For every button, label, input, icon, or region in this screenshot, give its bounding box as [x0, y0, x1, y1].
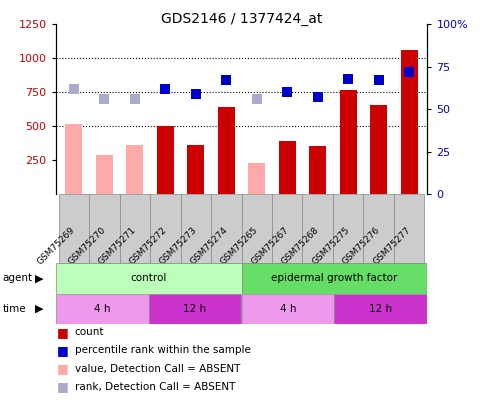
Text: agent: agent [2, 273, 32, 283]
Text: GSM75268: GSM75268 [280, 226, 321, 267]
Text: ■: ■ [57, 380, 69, 393]
Text: ■: ■ [57, 344, 69, 357]
Bar [211, 194, 242, 263]
Point [192, 91, 199, 97]
Bar [218, 107, 235, 194]
Bar [363, 194, 394, 263]
Bar [242, 263, 427, 294]
Bar [248, 163, 265, 194]
Bar [56, 263, 242, 294]
Bar [279, 141, 296, 194]
Point [100, 96, 108, 102]
Point [314, 94, 322, 101]
Bar [302, 194, 333, 263]
Bar [96, 155, 113, 194]
Point [161, 86, 169, 92]
Point [253, 96, 261, 102]
Bar [333, 194, 363, 263]
Text: GSM75273: GSM75273 [158, 226, 199, 267]
Bar [149, 294, 242, 324]
Text: GSM75276: GSM75276 [341, 226, 382, 267]
Text: time: time [2, 304, 26, 314]
Bar [242, 194, 272, 263]
Bar [127, 145, 143, 194]
Bar [89, 194, 120, 263]
Text: GSM75277: GSM75277 [371, 226, 412, 267]
Text: percentile rank within the sample: percentile rank within the sample [75, 345, 251, 355]
Bar [120, 194, 150, 263]
Point [344, 75, 352, 82]
Text: GSM75270: GSM75270 [66, 226, 108, 267]
Text: epidermal growth factor: epidermal growth factor [271, 273, 398, 283]
Point [375, 77, 383, 84]
Text: count: count [75, 327, 104, 337]
Bar [58, 194, 89, 263]
Point [70, 86, 78, 92]
Text: rank, Detection Call = ABSENT: rank, Detection Call = ABSENT [75, 382, 235, 392]
Text: ▶: ▶ [35, 304, 43, 314]
Bar [334, 294, 427, 324]
Text: GSM75267: GSM75267 [249, 226, 290, 267]
Bar [157, 126, 174, 194]
Text: ▶: ▶ [35, 273, 43, 283]
Point [222, 77, 230, 84]
Text: GSM75265: GSM75265 [219, 226, 260, 267]
Point [405, 69, 413, 75]
Text: 4 h: 4 h [280, 304, 296, 314]
Bar [272, 194, 302, 263]
Bar [309, 146, 326, 194]
Text: 12 h: 12 h [184, 304, 207, 314]
Bar [66, 124, 82, 194]
Text: ■: ■ [57, 326, 69, 339]
Bar [187, 145, 204, 194]
Text: 4 h: 4 h [94, 304, 110, 314]
Bar [401, 50, 417, 194]
Point [284, 89, 291, 96]
Text: GSM75275: GSM75275 [310, 226, 351, 267]
Bar [150, 194, 181, 263]
Text: control: control [130, 273, 167, 283]
Text: ■: ■ [57, 362, 69, 375]
Bar [242, 294, 334, 324]
Bar [340, 90, 356, 194]
Text: GSM75274: GSM75274 [188, 226, 229, 266]
Point [131, 96, 139, 102]
Bar [394, 194, 425, 263]
Text: value, Detection Call = ABSENT: value, Detection Call = ABSENT [75, 364, 240, 373]
Bar [181, 194, 211, 263]
Text: 12 h: 12 h [369, 304, 393, 314]
Text: GSM75269: GSM75269 [36, 226, 77, 267]
Text: GDS2146 / 1377424_at: GDS2146 / 1377424_at [161, 12, 322, 26]
Bar [56, 294, 149, 324]
Text: GSM75271: GSM75271 [97, 226, 138, 267]
Bar [370, 104, 387, 194]
Text: GSM75272: GSM75272 [128, 226, 169, 266]
